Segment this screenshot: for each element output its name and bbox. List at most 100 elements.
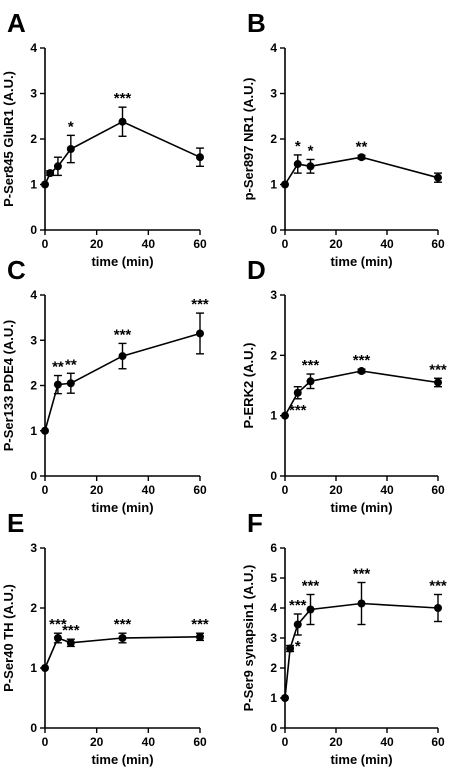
data-point xyxy=(293,388,302,397)
panel-letter: B xyxy=(247,8,266,38)
y-tick-label: 4 xyxy=(30,288,37,302)
data-point xyxy=(196,329,204,338)
x-tick-label: 0 xyxy=(42,483,49,497)
data-point xyxy=(306,605,315,614)
significance-label: *** xyxy=(302,357,320,374)
y-tick-label: 3 xyxy=(270,87,277,101)
data-point xyxy=(196,153,204,162)
significance-label: *** xyxy=(114,616,132,633)
x-axis-title: time (min) xyxy=(91,752,153,767)
x-tick-label: 0 xyxy=(42,735,49,749)
y-tick-label: 2 xyxy=(30,601,37,615)
x-axis-title: time (min) xyxy=(330,752,392,767)
y-tick-label: 2 xyxy=(270,348,277,362)
x-tick-label: 40 xyxy=(142,735,156,749)
data-point xyxy=(293,620,302,629)
x-tick-label: 40 xyxy=(142,237,156,251)
significance-label: * xyxy=(68,118,74,135)
data-point xyxy=(196,632,204,641)
significance-label: *** xyxy=(429,578,447,595)
significance-label: *** xyxy=(289,597,307,614)
y-tick-label: 3 xyxy=(30,541,37,555)
y-tick-label: 1 xyxy=(30,424,37,438)
x-tick-label: 60 xyxy=(193,483,207,497)
significance-label: * xyxy=(308,142,314,159)
y-tick-label: 1 xyxy=(270,691,277,705)
y-tick-label: 1 xyxy=(30,661,37,675)
y-axis-title: P-Ser40 TH (A.U.) xyxy=(1,584,16,692)
data-point xyxy=(41,664,49,672)
y-axis-title: P-Ser133 PDE4 (A.U.) xyxy=(1,320,16,452)
significance-label: ** xyxy=(52,359,64,376)
y-tick-label: 2 xyxy=(270,661,277,675)
y-tick-label: 0 xyxy=(30,721,37,735)
x-tick-label: 0 xyxy=(282,237,289,251)
data-point xyxy=(434,378,442,387)
y-tick-label: 4 xyxy=(30,41,37,55)
data-point xyxy=(434,604,442,612)
panel-letter: C xyxy=(7,255,26,285)
x-tick-label: 20 xyxy=(90,237,104,251)
y-tick-label: 0 xyxy=(270,469,277,483)
y-axis-title: P-Ser9 synapsin1 (A.U.) xyxy=(241,565,256,712)
y-tick-label: 0 xyxy=(270,721,277,735)
x-tick-label: 20 xyxy=(329,237,343,251)
x-tick-label: 20 xyxy=(90,483,104,497)
significance-label: *** xyxy=(191,616,209,633)
x-tick-label: 60 xyxy=(193,237,207,251)
data-point xyxy=(306,377,315,386)
x-tick-label: 60 xyxy=(431,735,445,749)
series-line xyxy=(284,602,439,699)
x-tick-label: 60 xyxy=(431,483,445,497)
panel-letter: A xyxy=(7,8,26,38)
data-point xyxy=(66,379,75,388)
x-tick-label: 0 xyxy=(282,735,289,749)
significance-label: *** xyxy=(49,616,67,633)
data-point xyxy=(357,153,366,162)
x-tick-label: 40 xyxy=(380,237,394,251)
data-point xyxy=(41,180,49,189)
significance-label: *** xyxy=(289,402,307,419)
data-point xyxy=(53,162,62,171)
y-tick-label: 5 xyxy=(270,571,277,585)
significance-label: * xyxy=(295,638,301,655)
y-tick-label: 0 xyxy=(30,223,37,237)
data-point xyxy=(281,694,289,702)
data-point xyxy=(293,160,302,169)
data-point xyxy=(286,644,295,653)
y-axis-title: P-Ser845 GluR1 (A.U.) xyxy=(1,71,16,207)
y-tick-label: 3 xyxy=(30,87,37,101)
y-tick-label: 2 xyxy=(30,132,37,146)
data-point xyxy=(357,599,366,608)
data-point xyxy=(357,367,366,376)
x-tick-label: 0 xyxy=(282,483,289,497)
y-axis-title: P-ERK2 (A.U.) xyxy=(241,343,256,429)
data-point xyxy=(434,173,442,182)
series-line xyxy=(284,370,439,417)
data-point xyxy=(41,426,49,435)
y-tick-label: 0 xyxy=(270,223,277,237)
x-tick-label: 60 xyxy=(193,735,207,749)
significance-label: *** xyxy=(353,566,371,583)
significance-label: ** xyxy=(356,138,368,155)
data-point xyxy=(46,169,55,178)
significance-label: *** xyxy=(114,90,132,107)
significance-label: *** xyxy=(191,296,209,313)
x-tick-label: 60 xyxy=(431,237,445,251)
x-axis-title: time (min) xyxy=(91,500,153,515)
significance-label: *** xyxy=(429,361,447,378)
panel-letter: E xyxy=(7,508,24,538)
y-tick-label: 2 xyxy=(270,132,277,146)
panel-letter: D xyxy=(247,255,266,285)
x-axis-title: time (min) xyxy=(91,254,153,269)
significance-label: *** xyxy=(62,622,80,639)
data-point xyxy=(306,162,315,171)
y-tick-label: 6 xyxy=(270,541,277,555)
x-tick-label: 20 xyxy=(90,735,104,749)
data-point xyxy=(118,117,127,126)
